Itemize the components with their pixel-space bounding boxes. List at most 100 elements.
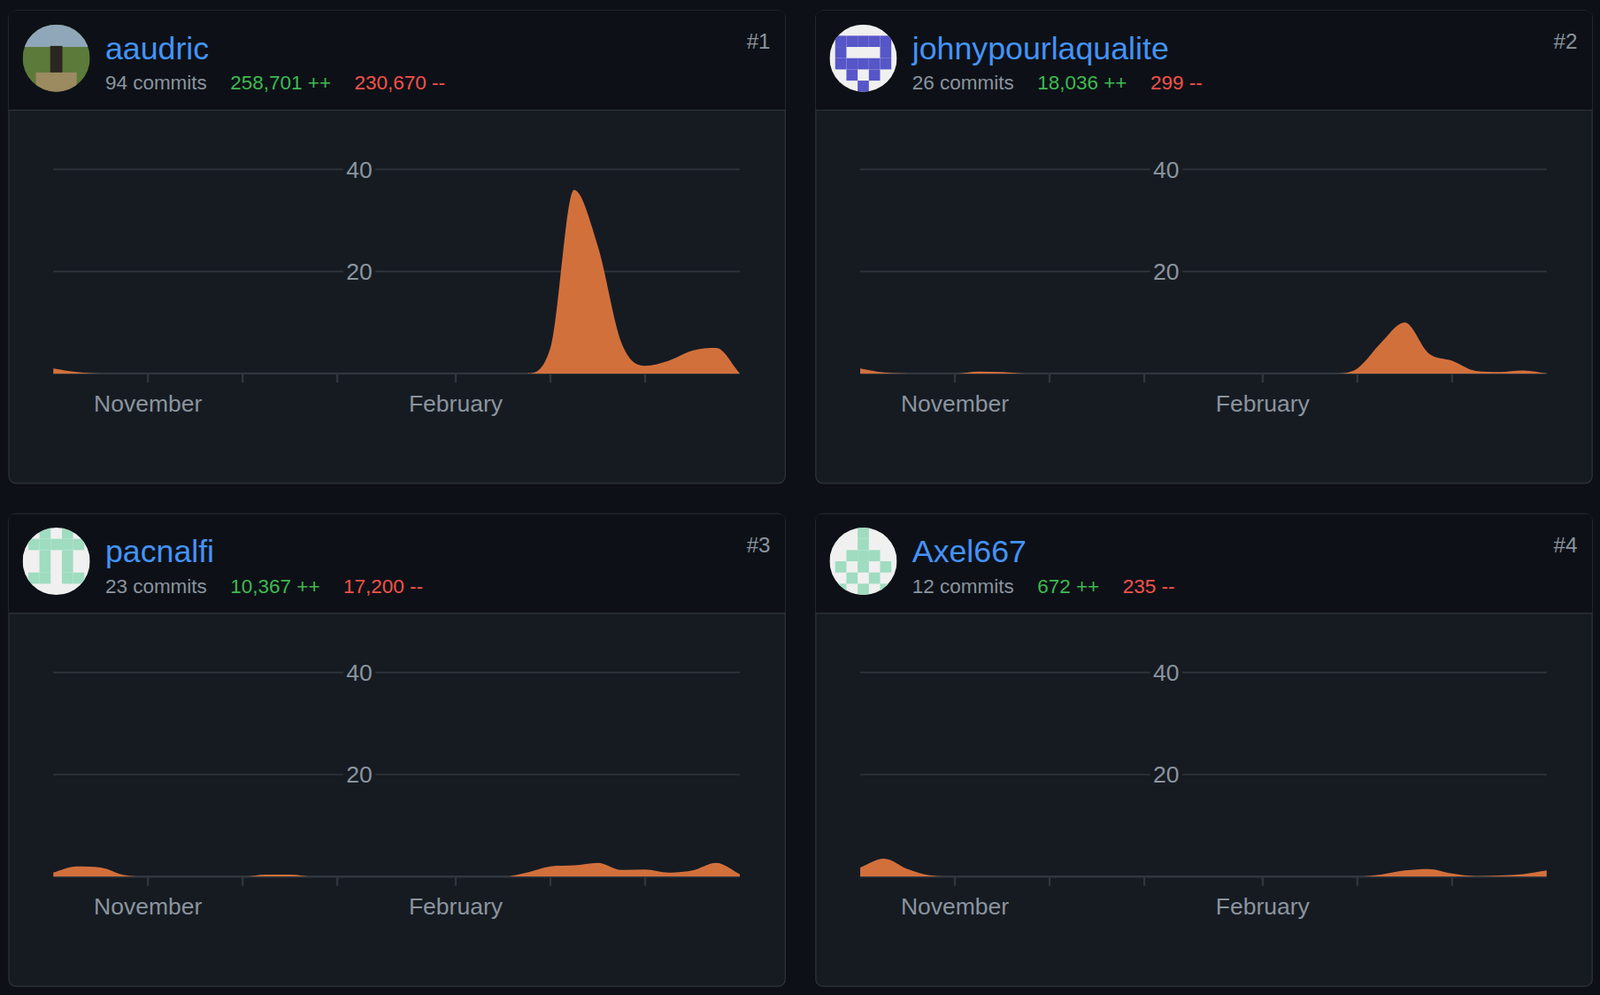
avatar-ground: [36, 72, 77, 93]
avatar-cell: [39, 549, 52, 562]
avatar-cell: [857, 583, 870, 595]
grid-line: [53, 671, 740, 674]
y-tick-label: 20: [346, 258, 372, 285]
username[interactable]: aaudric: [105, 30, 209, 67]
commit-area: [53, 189, 740, 374]
commit-area: [53, 862, 740, 877]
commit-count: 26 commits: [912, 71, 1015, 94]
x-tick: [953, 876, 956, 885]
x-tick: [953, 373, 956, 383]
card-frame: [8, 10, 785, 484]
marks: [53, 862, 740, 877]
x-tick-label: November: [900, 390, 1009, 417]
avatar-cell: [879, 583, 892, 595]
minor-tick: [1451, 876, 1454, 885]
x-tick-label: February: [1215, 892, 1311, 920]
contributors-page: aaudric94 commits258,701 ++230,670 --#1N…: [0, 0, 1600, 995]
username[interactable]: Axel667: [912, 533, 1027, 570]
x-tick: [454, 876, 457, 885]
avatar-cell: [846, 549, 858, 562]
avatar-cell: [28, 572, 40, 585]
avatar-cell: [857, 527, 870, 539]
avatar-sky: [23, 24, 91, 47]
x-tick: [1261, 373, 1264, 383]
avatar-cell: [61, 572, 74, 585]
avatar-cell: [869, 69, 881, 81]
minor-tick: [1356, 876, 1359, 885]
avatar[interactable]: [23, 24, 91, 93]
contributor-card: Axel66712 commits672 ++235 --#4NovemberF…: [815, 513, 1593, 986]
y-tick-label: 20: [1153, 761, 1179, 788]
avatar-cell: [39, 572, 52, 585]
card-header: [8, 513, 785, 613]
x-tick: [146, 876, 149, 885]
x-tick: [454, 373, 457, 383]
minor-tick: [1143, 876, 1146, 885]
avatar[interactable]: [829, 527, 897, 595]
y-tick-label: 40: [1153, 156, 1179, 184]
commit-area: [860, 858, 1547, 877]
rank: #3: [746, 532, 771, 557]
avatar-cell: [879, 46, 892, 59]
card-header: [8, 10, 785, 110]
avatar-cell: [857, 80, 870, 93]
deletions: 299 --: [1150, 71, 1203, 94]
minor-tick: [549, 876, 552, 885]
avatar-cell: [879, 35, 892, 47]
minor-tick: [241, 373, 244, 383]
y-tick-label: 20: [1153, 258, 1179, 285]
avatar-cell: [61, 549, 74, 562]
commit-count: 12 commits: [912, 575, 1015, 598]
rank: #1: [746, 29, 771, 54]
minor-tick: [549, 373, 552, 383]
grid-line: [53, 773, 740, 776]
minor-tick: [241, 876, 244, 885]
commit-count: 94 commits: [105, 71, 208, 94]
avatar-cell: [869, 58, 881, 70]
rank: #2: [1553, 29, 1578, 54]
avatar-cell: [857, 35, 870, 47]
username[interactable]: pacnalfi: [105, 533, 215, 570]
deletions: 230,670 --: [354, 71, 446, 94]
contributor-card: pacnalfi23 commits10,367 ++17,200 --#3No…: [8, 513, 785, 986]
avatar-cell: [835, 583, 847, 595]
avatar[interactable]: [23, 527, 91, 595]
avatar-cell: [879, 561, 892, 573]
deletions: 235 --: [1123, 575, 1176, 598]
minor-tick: [336, 373, 339, 383]
commit-area: [860, 322, 1547, 374]
marks: [860, 322, 1547, 374]
x-tick: [146, 373, 149, 383]
minor-tick: [644, 373, 647, 383]
marks: [53, 189, 740, 374]
avatar-cell: [869, 35, 881, 47]
header-divider: [8, 612, 785, 614]
x-tick-label: November: [900, 892, 1009, 920]
avatar-cell: [61, 561, 74, 573]
avatar-cell: [846, 69, 858, 81]
card-frame: [8, 513, 785, 986]
rank: #4: [1553, 532, 1578, 557]
minor-tick: [1143, 373, 1146, 383]
minor-tick: [644, 876, 647, 885]
contributor-card: johnypourlaqualite26 commits18,036 ++299…: [815, 10, 1593, 484]
grid-line: [860, 270, 1547, 273]
y-tick-label: 40: [346, 156, 372, 184]
avatar[interactable]: [829, 24, 897, 93]
avatar-cell: [39, 527, 52, 539]
minor-tick: [336, 876, 339, 885]
avatar-cell: [869, 549, 881, 562]
minor-tick: [1048, 373, 1051, 383]
avatar-cell: [857, 58, 870, 70]
minor-tick: [1356, 373, 1359, 383]
y-tick-label: 40: [1153, 659, 1179, 686]
additions: 10,367 ++: [230, 575, 320, 598]
avatar-cell: [835, 35, 847, 47]
header-divider: [815, 109, 1593, 111]
y-tick-label: 40: [346, 659, 372, 686]
avatar-cell: [846, 35, 858, 47]
grid-line: [860, 169, 1547, 171]
x-tick-label: November: [93, 892, 202, 920]
minor-tick: [1048, 876, 1051, 885]
username[interactable]: johnypourlaqualite: [911, 30, 1170, 67]
